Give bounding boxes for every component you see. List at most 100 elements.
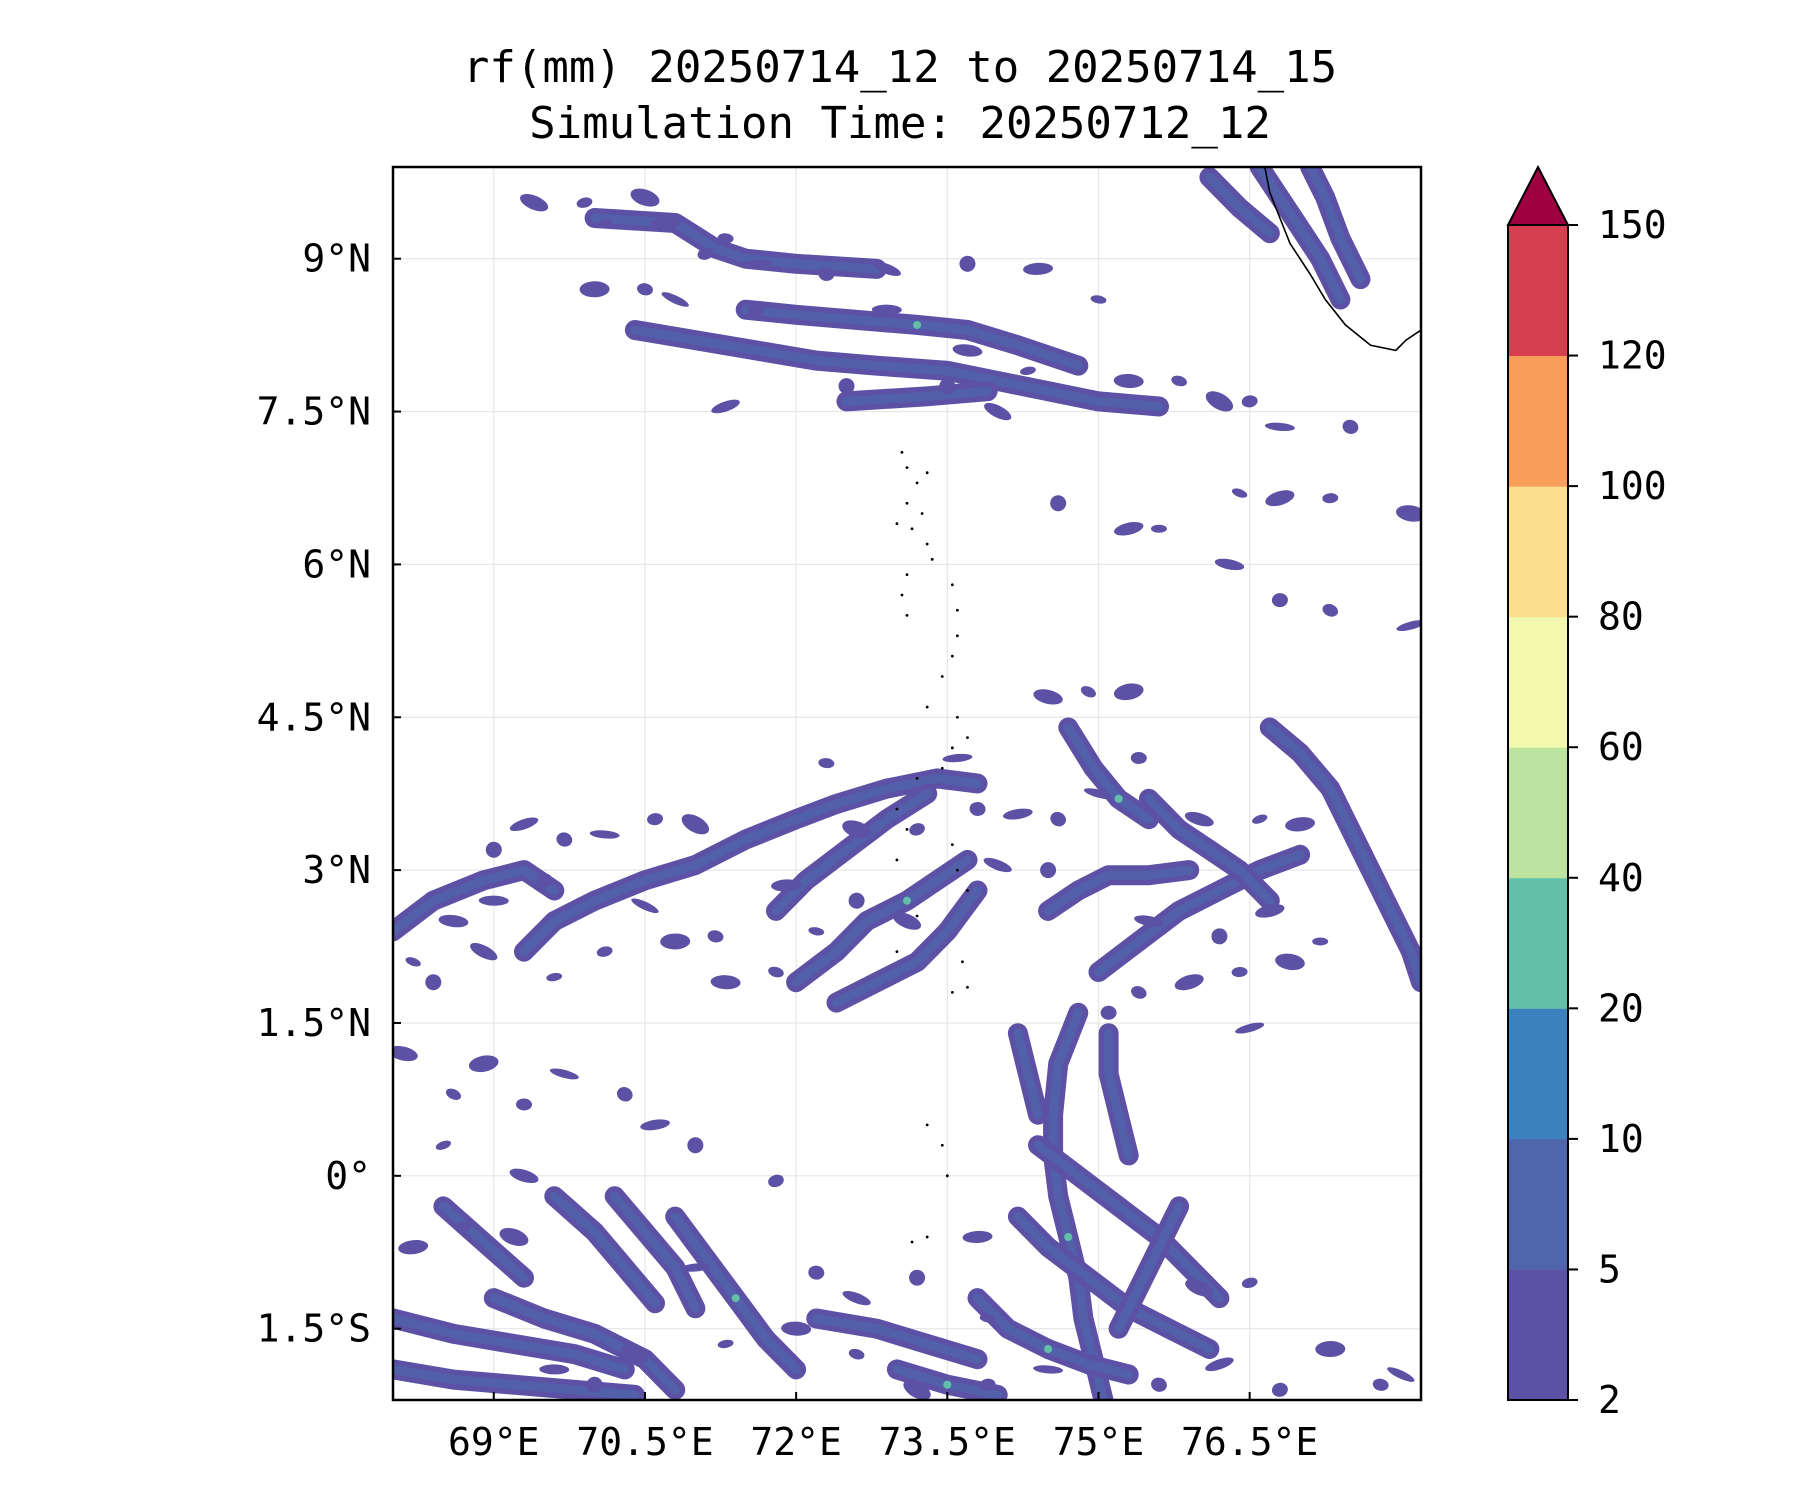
rain-cell [660, 933, 691, 950]
rain-cell [848, 1348, 865, 1360]
atoll-dot [905, 613, 909, 617]
rain-peak [731, 1294, 740, 1303]
coastline [895, 167, 1421, 1244]
y-axis-ticks: 9°N 7.5°N 6°N 4.5°N 3°N 1.5°N 0° 1.5°S [257, 237, 401, 1351]
rain-cell [979, 1378, 996, 1391]
rain-cell [393, 1045, 418, 1062]
rain-cell [768, 966, 784, 978]
rain-cell [596, 946, 613, 957]
x-tick-label: 76.5°E [1181, 1420, 1318, 1464]
rain-cell [1040, 862, 1057, 879]
rain-band-core [1094, 850, 1305, 977]
india-coastline [1264, 167, 1421, 352]
rain-cell [747, 302, 764, 317]
rain-band-core [393, 1314, 630, 1374]
rain-cell [707, 930, 724, 943]
rain-cell [586, 1376, 603, 1393]
rain-cell [1265, 490, 1295, 507]
atoll-dot [925, 1123, 929, 1127]
rain-cell [1134, 915, 1164, 927]
rain-cell [470, 942, 498, 961]
rain-cell [1275, 953, 1305, 971]
atoll-dot [945, 1174, 949, 1178]
rain-cell [589, 830, 620, 839]
rain-cell [1114, 521, 1144, 536]
atoll-dot [910, 527, 914, 531]
colorbar-label: 80 [1598, 595, 1644, 639]
colorbar-extend-arrow [1506, 164, 1570, 226]
rain-cell [438, 914, 469, 928]
rain-cell [499, 1227, 529, 1246]
rain-cell [808, 1265, 825, 1280]
colorbar-segment [1508, 1138, 1568, 1270]
rain-cell [768, 1174, 784, 1188]
rain-band-core [1204, 172, 1275, 238]
colorbar-segment [1508, 1008, 1568, 1140]
colorbar-segment [1508, 486, 1568, 618]
rain-cell [1312, 937, 1329, 946]
rain-cell [1205, 1357, 1234, 1372]
rain-cell [842, 820, 872, 839]
rain-cell [630, 188, 660, 207]
rain-cell [556, 832, 573, 847]
rain-band-core [549, 1191, 660, 1308]
rain-cell [903, 1379, 931, 1400]
atoll-dot [950, 654, 954, 658]
atoll-dot [940, 1143, 944, 1147]
rain-band-core [1255, 167, 1345, 304]
rain-peak [943, 1380, 952, 1389]
rain-cell [468, 1055, 499, 1073]
atoll-dot [915, 777, 919, 780]
atoll-dot [925, 705, 929, 709]
atoll-dot [940, 675, 944, 678]
x-tick-label: 70.5°E [576, 1420, 713, 1464]
colorbar-label: 150 [1598, 203, 1667, 247]
atoll-dot [905, 573, 909, 577]
rain-cell [1023, 262, 1054, 275]
atoll-dot [950, 583, 954, 587]
rain-cell [1050, 811, 1066, 827]
rain-cell [1003, 808, 1033, 820]
rain-band-core [489, 1293, 680, 1395]
atoll-dot [895, 950, 899, 954]
rain-band-core [771, 789, 932, 916]
rain-cell [1131, 986, 1147, 999]
rain-cell [1396, 505, 1421, 522]
y-tick-label: 9°N [302, 237, 371, 281]
rain-cell [509, 1168, 539, 1184]
rain-cell [979, 1314, 996, 1323]
rain-cell [536, 873, 553, 888]
rain-cell [1231, 488, 1248, 498]
y-tick-label: 0° [325, 1154, 371, 1198]
atoll-dot [961, 960, 964, 964]
rain-cell [848, 892, 865, 909]
rain-cell [697, 247, 714, 260]
rain-cell [650, 215, 681, 231]
y-tick-label: 1.5°S [257, 1307, 371, 1351]
rain-cell [1387, 1367, 1415, 1382]
colorbar-segment [1508, 1269, 1568, 1401]
rain-cell [1231, 966, 1248, 978]
rain-cell [1241, 1277, 1258, 1289]
rain-cell [549, 1068, 579, 1080]
rain-band-core [1144, 794, 1275, 906]
rain-cell [1241, 395, 1258, 408]
y-tick-label: 7.5°N [257, 390, 371, 434]
colorbar: 2 5 10 20 40 60 80 100 120 150 [1506, 164, 1667, 1422]
colorbar-frame [1507, 224, 1569, 1401]
rainfall-field [393, 167, 1421, 1400]
atoll-dot [905, 827, 909, 831]
rain-cell [711, 399, 740, 414]
rain-cell [1285, 817, 1315, 832]
rain-cell [1255, 904, 1285, 918]
rain-peak [1064, 1232, 1073, 1241]
rain-band-core [1063, 723, 1154, 824]
rain-cell [1342, 419, 1359, 434]
rain-cell [939, 378, 956, 395]
rain-cell [647, 813, 664, 826]
rain-band-core [610, 1191, 700, 1313]
rain-cell [1271, 593, 1288, 608]
atoll-dot [900, 450, 904, 454]
rain-cell [631, 898, 659, 914]
atoll-dot [895, 858, 899, 862]
